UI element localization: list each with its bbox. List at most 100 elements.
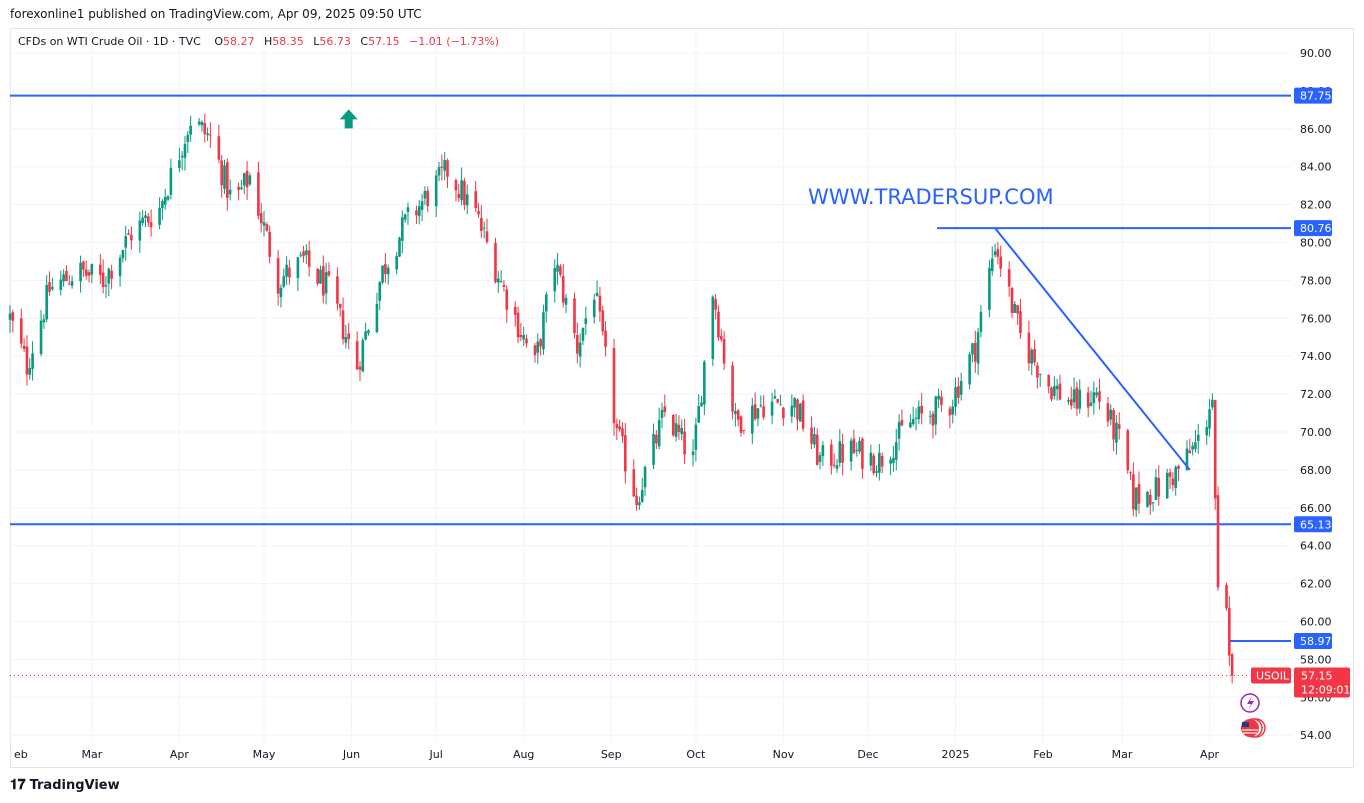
candle <box>717 305 720 341</box>
candle-body <box>663 406 667 412</box>
candle <box>561 264 565 308</box>
candle-body <box>401 217 404 241</box>
candle-body <box>581 327 585 341</box>
candle-body <box>240 187 243 190</box>
candle-body <box>753 404 757 420</box>
x-tick-label: Apr <box>170 748 190 761</box>
candle <box>869 444 873 471</box>
candle-body <box>465 194 469 206</box>
candle <box>240 179 243 191</box>
candle-body <box>1225 584 1228 609</box>
candle-body <box>592 299 596 318</box>
candle <box>1086 386 1090 418</box>
candle <box>245 161 249 200</box>
candle <box>355 331 359 371</box>
candle <box>821 441 825 467</box>
candle-body <box>124 236 128 248</box>
candle-body <box>968 354 971 385</box>
candle-body <box>1137 484 1141 504</box>
candle <box>595 280 599 297</box>
candle <box>564 294 568 314</box>
candle <box>559 264 562 277</box>
candle <box>1225 582 1228 611</box>
candle <box>544 291 548 323</box>
level-tag-label: 87.75 <box>1300 90 1332 103</box>
candle <box>1211 393 1214 411</box>
candle <box>118 254 122 287</box>
candle <box>773 389 777 400</box>
candle <box>513 301 517 327</box>
candle <box>990 246 994 276</box>
candle-body <box>556 264 559 272</box>
candle <box>147 213 150 228</box>
candle-body <box>559 266 562 275</box>
candle <box>652 423 655 470</box>
candle-body <box>1089 402 1093 406</box>
candle-body <box>835 465 839 469</box>
candle-body <box>417 206 421 216</box>
candle <box>443 152 446 181</box>
candle-body <box>959 381 963 395</box>
candle-body <box>635 495 638 506</box>
candle-body <box>801 400 805 429</box>
candle-body <box>8 313 12 320</box>
candle-body <box>406 207 410 213</box>
candle-body <box>147 216 150 223</box>
footer-brand[interactable]: 𝟏𝟕 TradingView <box>10 777 120 793</box>
candle <box>22 338 26 352</box>
candle-body <box>474 191 478 209</box>
candle <box>581 327 585 345</box>
candle <box>539 337 542 356</box>
candle <box>248 172 252 187</box>
candle <box>223 159 226 194</box>
candle <box>880 452 884 474</box>
candle-body <box>423 190 427 199</box>
candle-body <box>183 143 187 158</box>
candle <box>1171 471 1175 492</box>
change-value: −1.01 (−1.73%) <box>409 35 500 48</box>
candle <box>1055 378 1059 401</box>
candle <box>621 422 624 443</box>
candle <box>395 251 398 275</box>
candle <box>307 240 311 277</box>
candle-body <box>257 172 260 216</box>
candle-body <box>480 217 483 231</box>
y-tick-label: 72.00 <box>1300 388 1332 401</box>
candle-body <box>367 330 370 334</box>
candle <box>691 439 695 467</box>
candle-body <box>1185 448 1189 471</box>
candle-body <box>954 387 957 407</box>
candle <box>1109 404 1113 426</box>
candle-body <box>813 434 816 445</box>
candle <box>324 262 328 305</box>
candle-body <box>1075 387 1079 409</box>
candle-body <box>1148 494 1152 505</box>
candle-body <box>327 271 331 276</box>
candle <box>618 419 621 432</box>
level-tag-65-13 <box>1294 516 1332 533</box>
candle <box>855 442 859 457</box>
candle <box>635 487 638 511</box>
candle <box>858 436 861 454</box>
candle <box>398 236 401 258</box>
candle-body <box>386 267 390 275</box>
y-tick-label: 60.00 <box>1300 616 1332 629</box>
candle-body <box>595 292 599 297</box>
candle <box>813 426 816 449</box>
candle <box>1106 396 1110 428</box>
candle-body <box>691 451 695 456</box>
candle-body <box>1016 305 1019 314</box>
level-tag-label: 80.76 <box>1300 222 1332 235</box>
candle-body <box>604 330 607 347</box>
candle-body <box>355 341 359 370</box>
candle <box>90 263 94 284</box>
candle-body <box>875 471 878 473</box>
candle-body <box>536 341 540 353</box>
candle <box>65 265 68 282</box>
candle <box>319 265 322 284</box>
candle-body <box>872 455 875 474</box>
candle <box>940 390 943 412</box>
candle-body <box>542 312 545 350</box>
candle-body <box>573 298 576 334</box>
